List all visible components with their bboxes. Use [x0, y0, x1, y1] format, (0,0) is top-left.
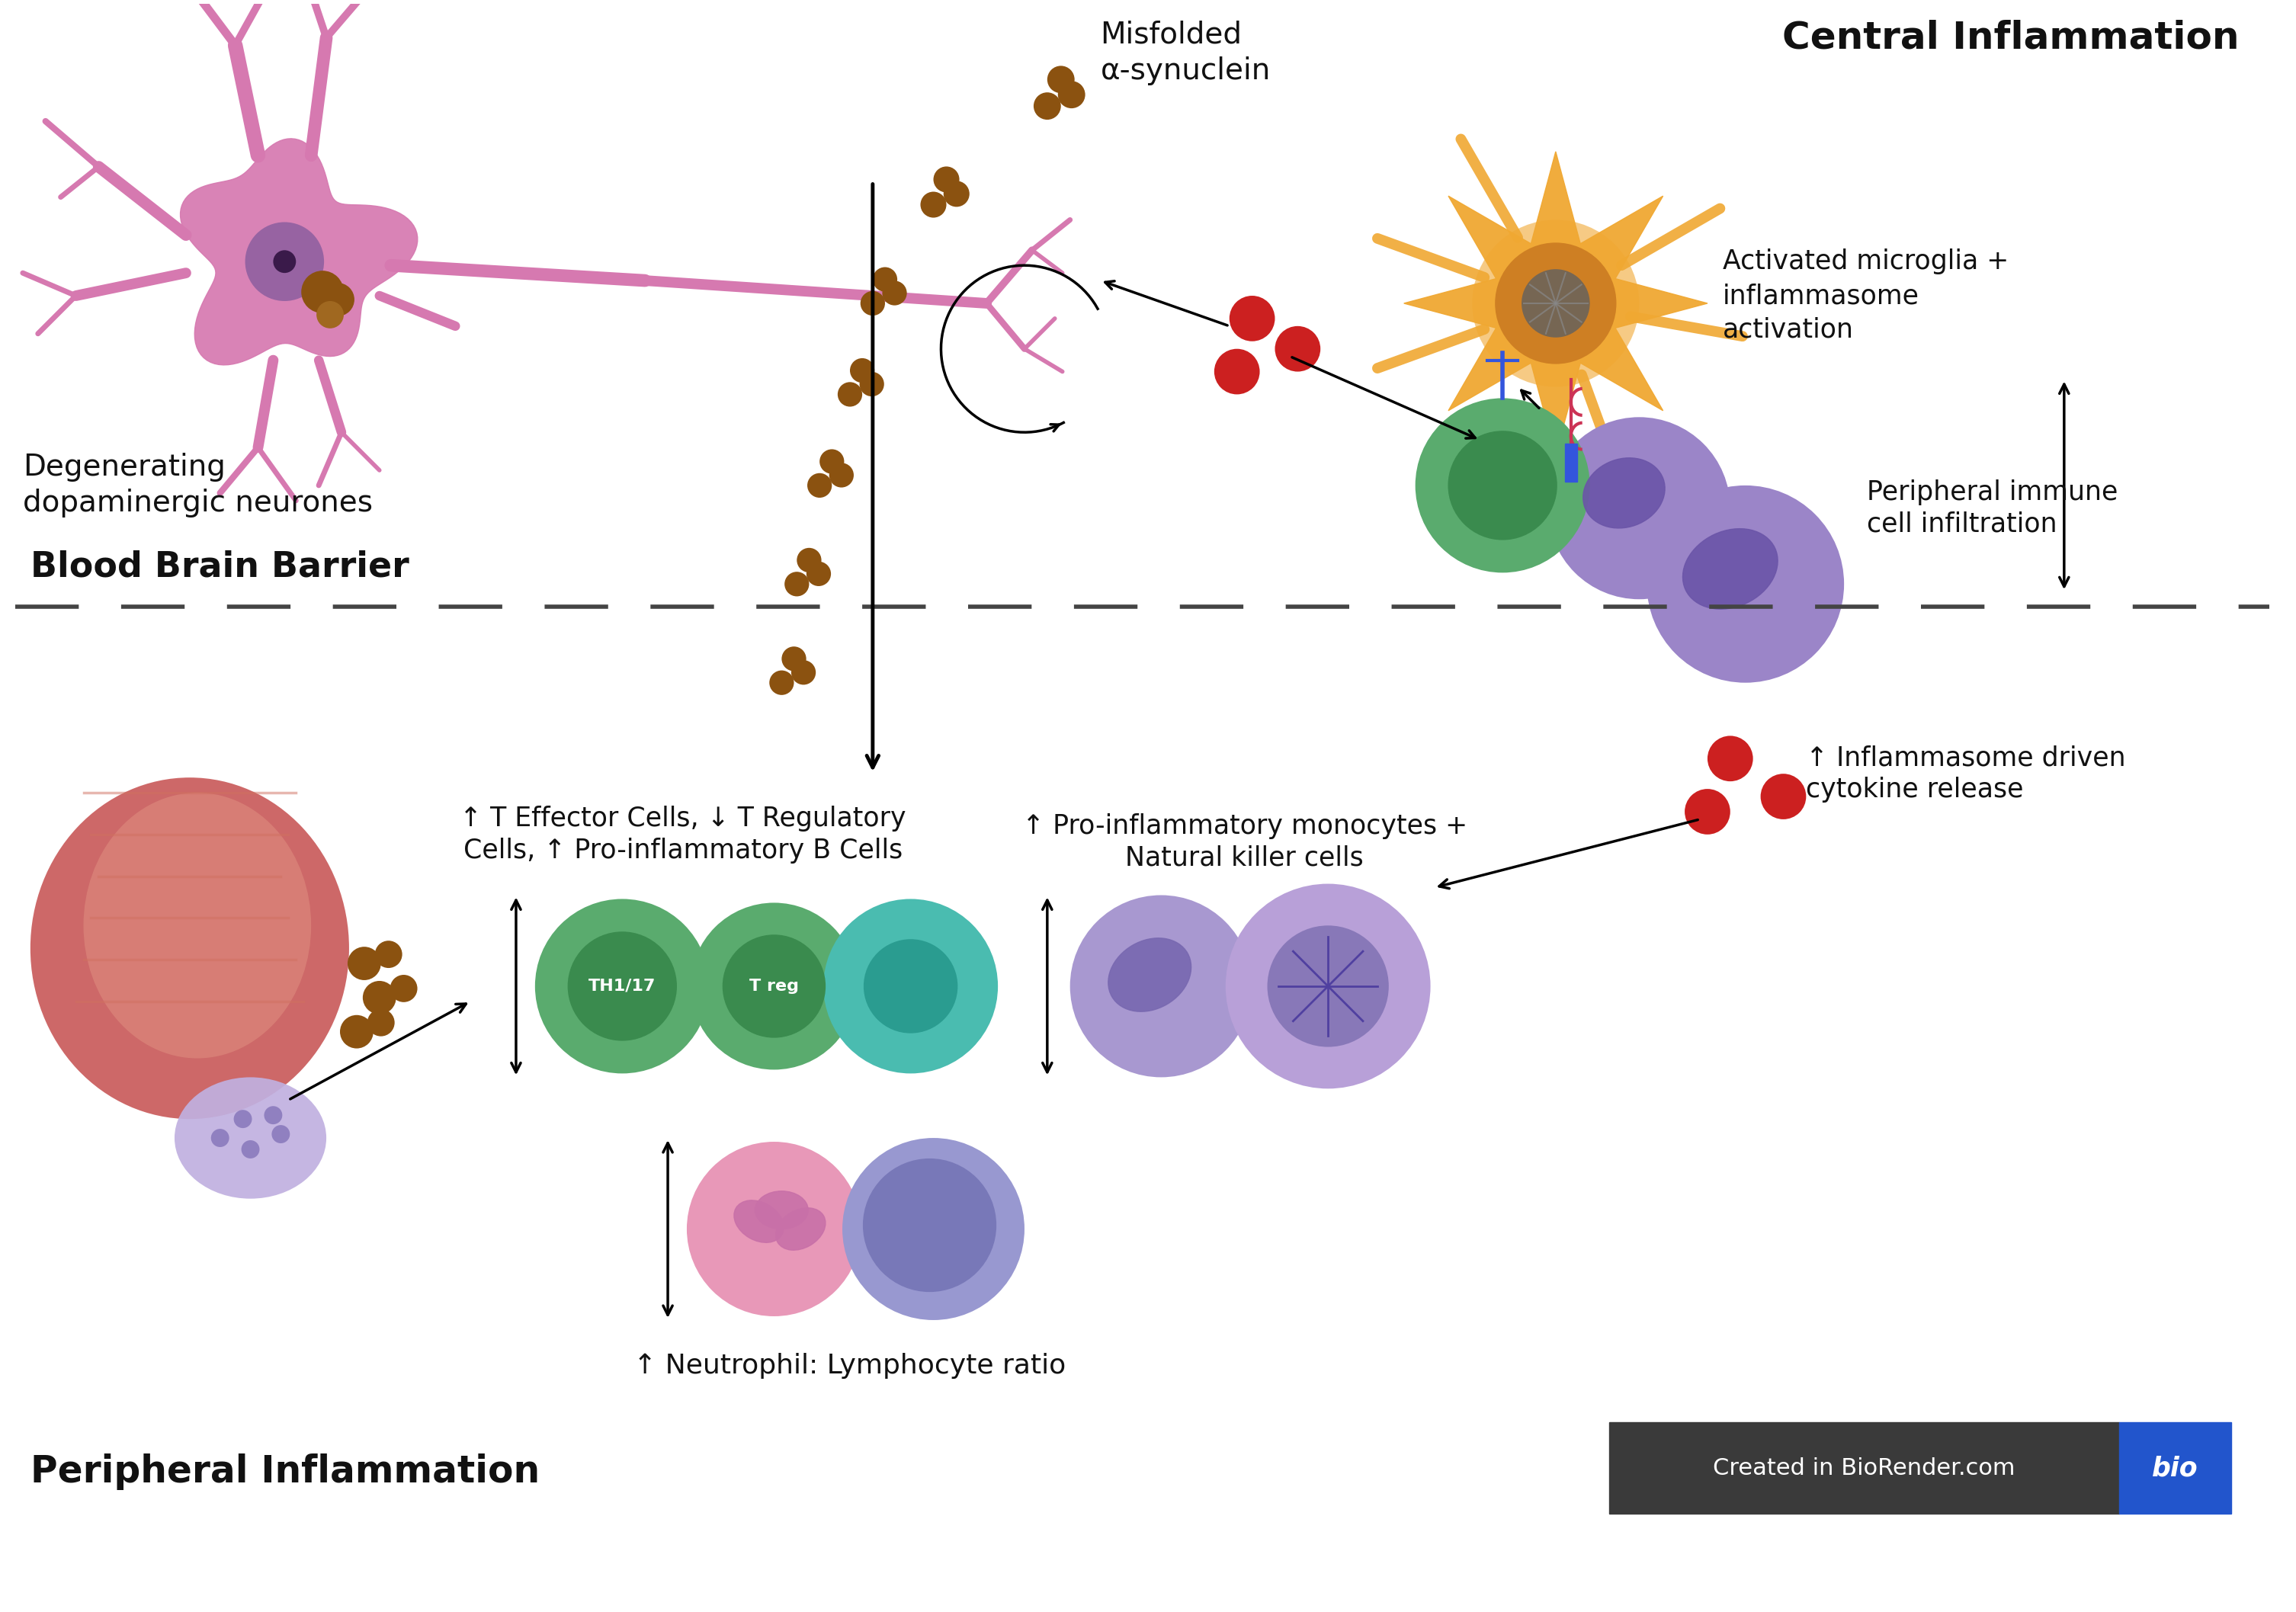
Text: T reg: T reg	[748, 978, 799, 995]
Circle shape	[785, 572, 808, 596]
Circle shape	[921, 192, 946, 218]
Circle shape	[567, 932, 677, 1041]
Circle shape	[535, 899, 709, 1074]
Ellipse shape	[30, 777, 349, 1119]
Text: Peripheral immune
cell infiltration: Peripheral immune cell infiltration	[1867, 479, 2117, 537]
Circle shape	[1414, 398, 1589, 572]
Ellipse shape	[1472, 219, 1639, 387]
FancyBboxPatch shape	[1609, 1422, 2119, 1514]
Circle shape	[390, 975, 418, 1003]
Circle shape	[861, 292, 884, 316]
Circle shape	[820, 450, 845, 474]
Circle shape	[934, 166, 960, 192]
Circle shape	[246, 222, 324, 301]
Text: TH1/17: TH1/17	[588, 978, 657, 995]
Circle shape	[1646, 485, 1844, 683]
Text: Peripheral Inflammation: Peripheral Inflammation	[30, 1454, 540, 1489]
Circle shape	[859, 372, 884, 397]
Circle shape	[829, 463, 854, 487]
Circle shape	[273, 250, 296, 272]
Circle shape	[723, 935, 827, 1038]
Circle shape	[687, 1141, 861, 1317]
Circle shape	[374, 941, 402, 967]
Circle shape	[264, 1106, 282, 1124]
Circle shape	[1495, 243, 1616, 364]
Circle shape	[1548, 418, 1731, 600]
Circle shape	[1274, 326, 1320, 372]
Circle shape	[211, 1128, 230, 1148]
Circle shape	[301, 271, 344, 313]
Polygon shape	[181, 139, 418, 364]
Circle shape	[1058, 81, 1086, 108]
Ellipse shape	[83, 793, 312, 1059]
Text: Blood Brain Barrier: Blood Brain Barrier	[30, 550, 409, 584]
Text: Degenerating
dopaminergic neurones: Degenerating dopaminergic neurones	[23, 453, 372, 517]
Ellipse shape	[755, 1191, 808, 1228]
Circle shape	[1033, 92, 1061, 119]
Circle shape	[882, 280, 907, 305]
Text: Created in BioRender.com: Created in BioRender.com	[1713, 1457, 2016, 1480]
Circle shape	[944, 181, 969, 206]
Ellipse shape	[1683, 529, 1777, 609]
Text: Misfolded
α-synuclein: Misfolded α-synuclein	[1100, 21, 1270, 85]
Circle shape	[1522, 269, 1589, 337]
Text: ↑ Inflammasome driven
cytokine release: ↑ Inflammasome driven cytokine release	[1807, 745, 2126, 803]
Text: ↑ Neutrophil: Lymphocyte ratio: ↑ Neutrophil: Lymphocyte ratio	[634, 1352, 1065, 1378]
Circle shape	[1070, 895, 1251, 1077]
Circle shape	[347, 946, 381, 980]
Text: ↑ Pro-inflammatory monocytes +
Natural killer cells: ↑ Pro-inflammatory monocytes + Natural k…	[1022, 812, 1467, 870]
Circle shape	[367, 1009, 395, 1037]
Ellipse shape	[776, 1207, 827, 1251]
FancyBboxPatch shape	[1566, 443, 1577, 482]
Circle shape	[808, 474, 831, 498]
Circle shape	[321, 282, 354, 316]
Circle shape	[1685, 788, 1731, 835]
Circle shape	[241, 1140, 259, 1159]
Circle shape	[234, 1111, 253, 1128]
Circle shape	[838, 382, 863, 406]
Circle shape	[863, 1159, 996, 1291]
Circle shape	[271, 1125, 289, 1143]
Circle shape	[1215, 348, 1261, 395]
Text: Central Inflammation: Central Inflammation	[1782, 19, 2239, 56]
Ellipse shape	[735, 1201, 783, 1243]
Text: bio: bio	[2151, 1456, 2197, 1481]
Circle shape	[806, 561, 831, 587]
Circle shape	[1267, 925, 1389, 1046]
Circle shape	[1228, 295, 1274, 342]
Circle shape	[863, 940, 957, 1033]
Ellipse shape	[174, 1077, 326, 1199]
Circle shape	[850, 358, 875, 382]
Circle shape	[363, 980, 397, 1014]
Circle shape	[1449, 430, 1557, 540]
Circle shape	[872, 268, 898, 292]
Circle shape	[1047, 66, 1075, 93]
Circle shape	[824, 899, 999, 1074]
Circle shape	[1226, 883, 1430, 1088]
Circle shape	[792, 661, 815, 685]
Circle shape	[317, 301, 344, 329]
Polygon shape	[1403, 152, 1708, 455]
Text: Activated microglia +
inflammasome
activation: Activated microglia + inflammasome activ…	[1722, 248, 2009, 343]
Circle shape	[691, 903, 856, 1070]
Circle shape	[797, 548, 822, 572]
Circle shape	[1708, 735, 1752, 782]
Ellipse shape	[1109, 938, 1192, 1012]
Ellipse shape	[1582, 458, 1665, 529]
Circle shape	[769, 671, 794, 695]
Circle shape	[843, 1138, 1024, 1320]
Circle shape	[1761, 774, 1807, 819]
FancyBboxPatch shape	[2119, 1422, 2232, 1514]
Circle shape	[340, 1016, 374, 1048]
Circle shape	[781, 646, 806, 671]
Text: ↑ T Effector Cells, ↓ T Regulatory
Cells, ↑ Pro-inflammatory B Cells: ↑ T Effector Cells, ↓ T Regulatory Cells…	[459, 806, 907, 864]
